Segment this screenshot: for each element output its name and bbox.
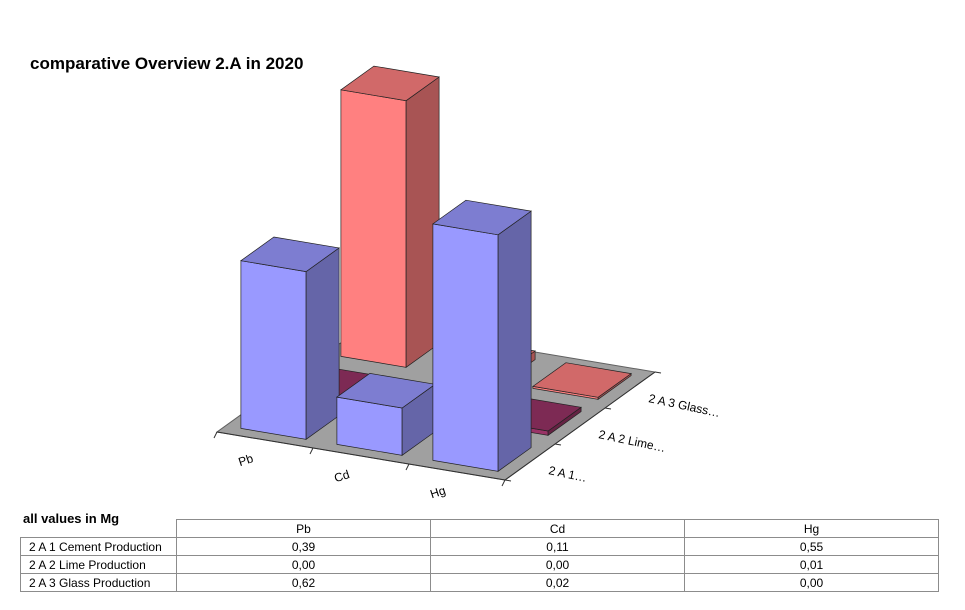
table-cell: 0,00 — [430, 555, 685, 574]
table-corner — [21, 520, 177, 538]
bar-top-face — [340, 65, 440, 102]
bar-front-face — [240, 260, 307, 440]
table-row: 2 A 3 Glass Production 0,62 0,02 0,00 — [20, 573, 939, 592]
depth-tick — [554, 443, 562, 446]
depth-tick — [604, 407, 612, 410]
table-cell: 0,62 — [176, 573, 431, 592]
category-label: Cd — [332, 467, 351, 485]
category-tick — [309, 447, 314, 455]
table-row-label: 2 A 3 Glass Production — [20, 573, 177, 592]
table-cell: 0,01 — [684, 555, 939, 574]
category-label: Hg — [428, 483, 447, 501]
table-col-header: Hg — [684, 519, 939, 538]
bar-2-a-1-cement-production-hg — [432, 199, 532, 472]
category-tick — [501, 479, 506, 487]
bar-2-a-1-cement-production-pb — [240, 236, 340, 440]
table-header-row: Pb Cd Hg — [21, 519, 939, 538]
units-note: all values in Mg — [23, 511, 120, 526]
depth-label: 2 A 3 Glass… — [647, 391, 721, 420]
bar-front-face — [432, 223, 499, 472]
table-row-label: 2 A 1 Cement Production — [20, 537, 177, 556]
depth-label: 2 A 2 Lime… — [597, 427, 666, 455]
chart-title: comparative Overview 2.A in 2020 — [30, 54, 304, 73]
table-col-header: Pb — [176, 519, 431, 538]
category-tick — [213, 431, 218, 439]
chart-plot: Pb Cd Hg 2 A 1… 2 A 2 Lime… 2 A 3 Glass… — [213, 65, 721, 501]
depth-label: 2 A 1… — [547, 463, 588, 485]
bar-side-face — [497, 210, 532, 472]
depth-tick — [654, 371, 662, 374]
table-cell: 0,00 — [684, 573, 939, 592]
category-tick — [405, 463, 410, 471]
bar-top-face — [432, 199, 532, 236]
table-cell: 0,00 — [176, 555, 431, 574]
category-axis-line — [216, 431, 506, 481]
table-row: 2 A 1 Cement Production 0,39 0,11 0,55 — [20, 537, 939, 556]
bar-2-a-3-glass-production-hg — [532, 362, 632, 400]
table-cell: 0,02 — [430, 573, 685, 592]
table-row: 2 A 2 Lime Production 0,00 0,00 0,01 — [20, 555, 939, 574]
table-cell: 0,55 — [684, 537, 939, 556]
bar-side-face — [305, 247, 340, 440]
table-cell: 0,39 — [176, 537, 431, 556]
data-table: Pb Cd Hg 2 A 1 Cement Production 0,39 0,… — [20, 519, 939, 592]
table-cell: 0,11 — [430, 537, 685, 556]
bar-top-face — [240, 236, 340, 272]
table-row-label: 2 A 2 Lime Production — [20, 555, 177, 574]
table-col-header: Cd — [430, 519, 685, 538]
category-label: Pb — [237, 451, 256, 469]
bar-2-a-1-cement-production-cd — [336, 373, 436, 456]
depth-axis-line — [504, 371, 656, 481]
bar-front-face — [340, 89, 407, 368]
bar-2-a-3-glass-production-pb — [340, 65, 440, 368]
bar-top-face — [532, 362, 632, 398]
depth-tick — [504, 479, 512, 482]
